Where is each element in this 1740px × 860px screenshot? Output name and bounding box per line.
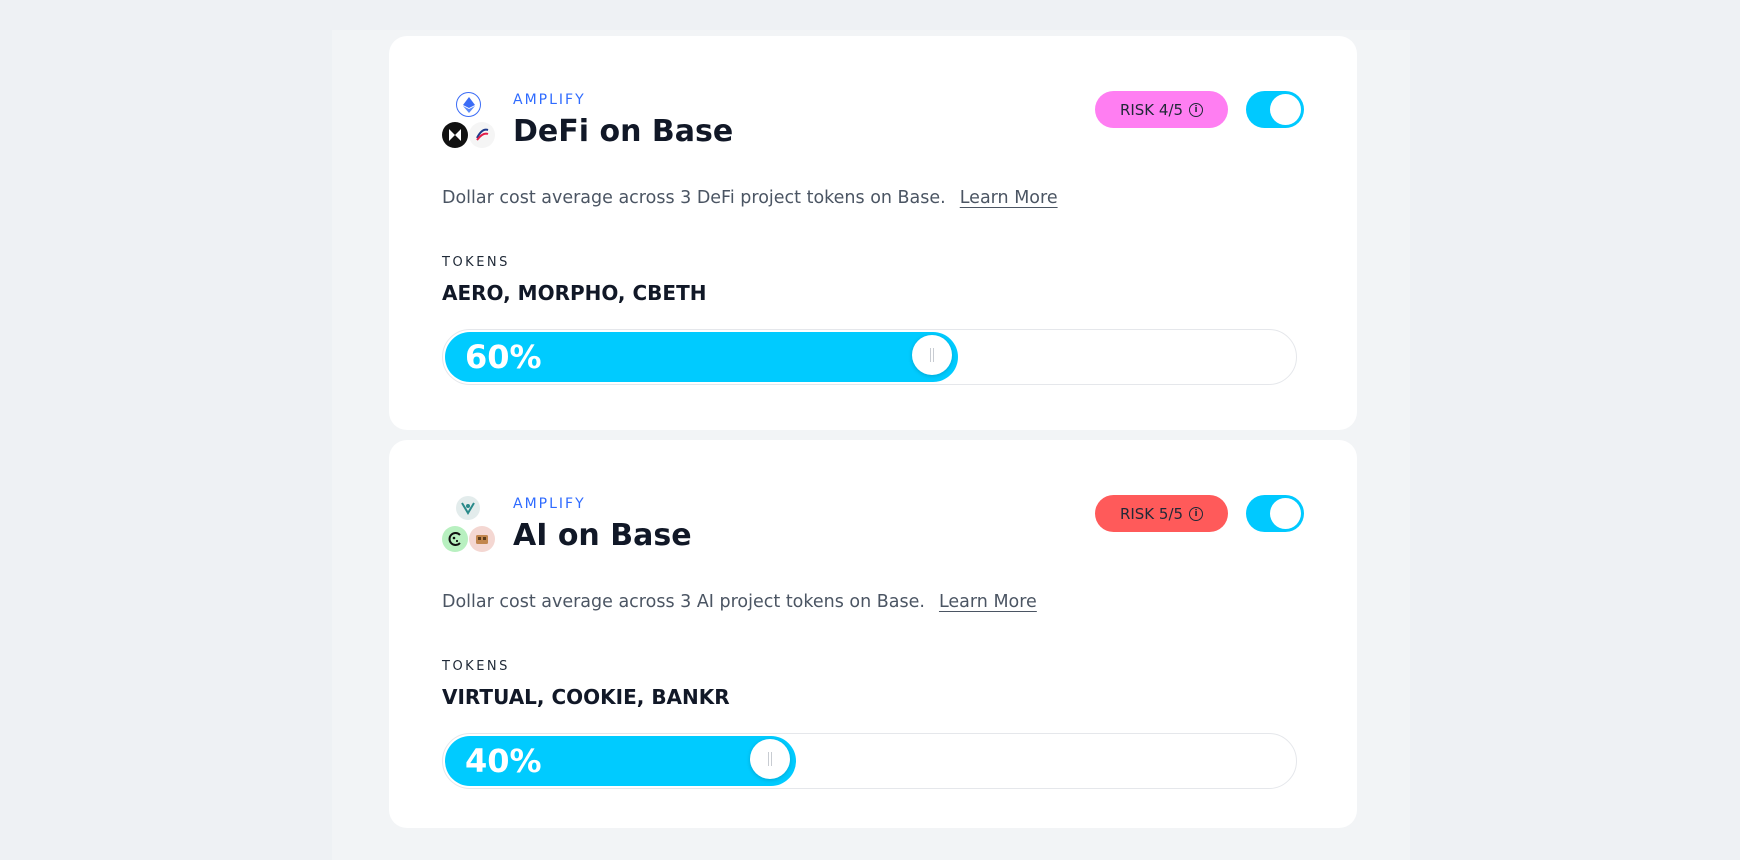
- virtual-icon: [456, 496, 480, 520]
- token-logos: [442, 92, 496, 150]
- allocation-slider[interactable]: 40%: [442, 733, 1297, 789]
- risk-badge[interactable]: RISK 5/5 i: [1095, 495, 1228, 532]
- aero-icon: [469, 122, 495, 148]
- learn-more-link[interactable]: Learn More: [959, 188, 1058, 208]
- allocation-percent: 40%: [465, 742, 542, 780]
- morpho-icon: [442, 122, 468, 148]
- learn-more-link[interactable]: Learn More: [938, 592, 1037, 612]
- slider-thumb[interactable]: [750, 739, 790, 779]
- allocation-percent: 60%: [465, 338, 542, 376]
- grip-icon: [768, 752, 772, 766]
- info-icon[interactable]: i: [1189, 102, 1204, 117]
- allocation-slider[interactable]: 60%: [442, 329, 1297, 385]
- strategy-title: AI on Base: [513, 518, 692, 553]
- risk-badge[interactable]: RISK 4/5 i: [1095, 91, 1228, 128]
- description-text: Dollar cost average across 3 DeFi projec…: [442, 188, 946, 208]
- ethereum-icon: [456, 92, 481, 117]
- toggle-knob: [1270, 498, 1301, 529]
- risk-label: RISK 4/5: [1119, 100, 1184, 119]
- slider-thumb[interactable]: [912, 335, 952, 375]
- tokens-list: AERO, MORPHO, CBETH: [442, 281, 707, 305]
- strategy-description: Dollar cost average across 3 AI project …: [442, 592, 1037, 612]
- eyebrow-label: AMPLIFY: [513, 496, 586, 512]
- bankr-icon: [469, 526, 495, 552]
- strategy-toggle[interactable]: [1246, 91, 1304, 128]
- strategy-card-ai: AMPLIFY AI on Base RISK 5/5 i Dollar cos…: [389, 440, 1357, 828]
- tokens-label: TOKENS: [442, 255, 510, 270]
- strategy-description: Dollar cost average across 3 DeFi projec…: [442, 188, 1058, 208]
- allocation-fill: 60%: [445, 332, 958, 382]
- tokens-label: TOKENS: [442, 659, 510, 674]
- eyebrow-label: AMPLIFY: [513, 92, 586, 108]
- cookie-icon: [442, 526, 468, 552]
- strategy-card-defi: AMPLIFY DeFi on Base RISK 4/5 i Dollar c…: [389, 36, 1357, 430]
- strategy-toggle[interactable]: [1246, 495, 1304, 532]
- grip-icon: [930, 348, 934, 362]
- allocation-fill: 40%: [445, 736, 796, 786]
- info-icon[interactable]: i: [1189, 506, 1204, 521]
- token-logos: [442, 496, 496, 554]
- risk-label: RISK 5/5: [1119, 504, 1184, 523]
- description-text: Dollar cost average across 3 AI project …: [442, 592, 925, 612]
- strategy-title: DeFi on Base: [513, 114, 734, 149]
- toggle-knob: [1270, 94, 1301, 125]
- tokens-list: VIRTUAL, COOKIE, BANKR: [442, 685, 730, 709]
